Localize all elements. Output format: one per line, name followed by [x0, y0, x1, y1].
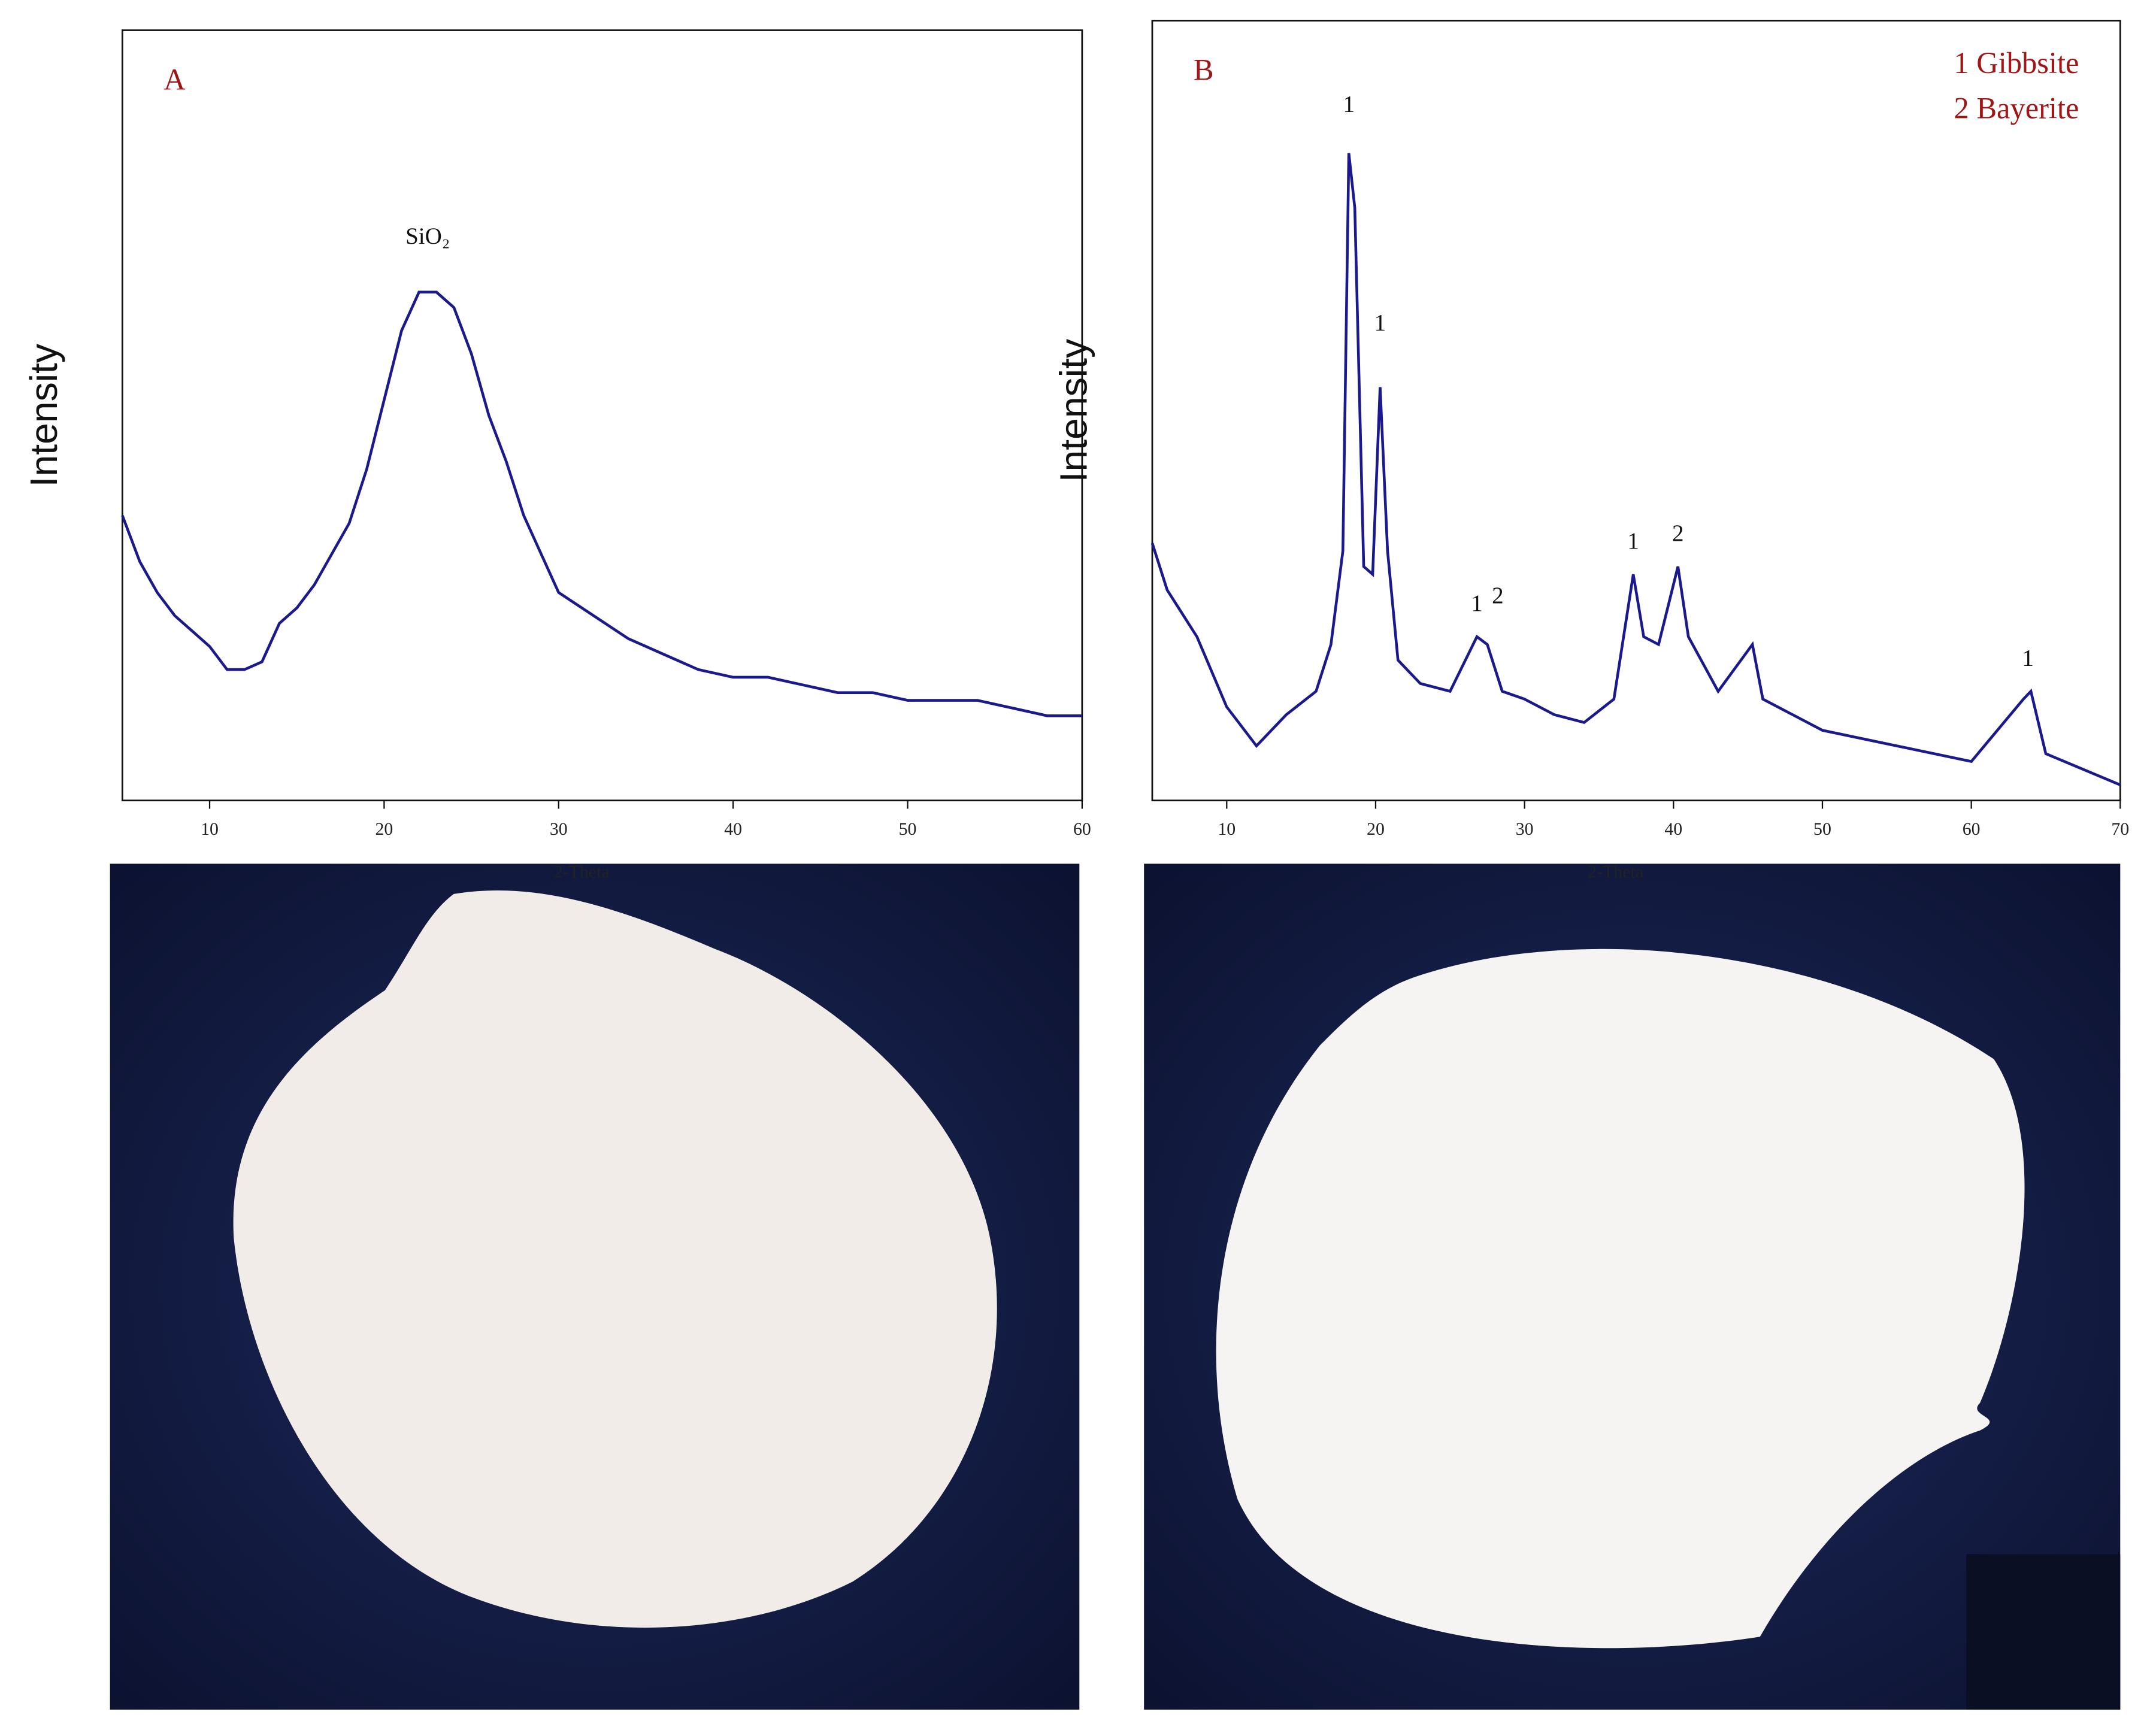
legend-entry: 2 Bayerite	[1954, 92, 2079, 125]
x-tick-label: 10	[201, 819, 219, 839]
panel-label: B	[1194, 53, 1214, 86]
xrd-line	[121, 290, 1082, 717]
x-tick-label: 40	[724, 819, 742, 839]
y-axis-label: Intensity	[1052, 338, 1095, 482]
x-tick-label: 10	[1218, 819, 1236, 839]
panel-label: A	[163, 62, 186, 96]
x-tick-label: 60	[1073, 819, 1091, 839]
legend-entry: 1 Gibbsite	[1954, 46, 2079, 80]
x-axis-label: 2-Theta	[554, 862, 610, 881]
y-axis-label: Intensity	[22, 343, 65, 487]
x-tick-label: 20	[375, 819, 393, 839]
x-tick-label: 50	[899, 819, 917, 839]
xrd-line	[1150, 153, 2121, 786]
annotation: 2	[1492, 583, 1504, 608]
x-tick-label: 60	[1963, 819, 1981, 839]
annotation: SiO₂	[405, 223, 450, 249]
x-tick-label: 70	[2111, 819, 2129, 839]
x-tick-label: 20	[1367, 819, 1385, 839]
photo-b	[1144, 864, 2121, 1710]
annotation: 2	[1672, 520, 1684, 546]
annotation: 1	[1627, 528, 1639, 554]
x-axis-label: 2-Theta	[1588, 862, 1643, 881]
plot-frame	[121, 29, 1083, 802]
x-tick-label: 30	[550, 819, 568, 839]
annotation: 1	[1471, 590, 1483, 616]
annotation: 1	[1343, 92, 1355, 117]
x-tick-label: 40	[1664, 819, 1682, 839]
annotation: 1	[1374, 310, 1386, 335]
annotation: 1	[2022, 645, 2034, 671]
x-tick-label: 50	[1813, 819, 1831, 839]
x-tick-label: 30	[1516, 819, 1534, 839]
plot-frame	[1151, 20, 2121, 802]
photo-a	[110, 864, 1080, 1710]
